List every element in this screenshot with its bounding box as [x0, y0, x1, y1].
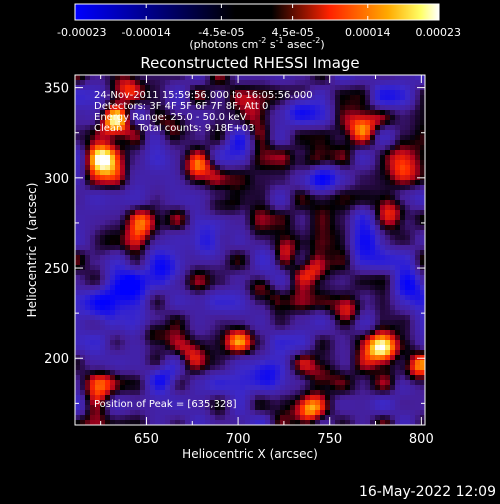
heatmap-image [75, 75, 425, 425]
x-axis-label: Heliocentric X (arcsec) [182, 447, 318, 461]
colorbar-ticks: -0.00023 -0.00014 -4.5e-05 4.5e-05 0.00014 0.… [57, 4, 461, 39]
y-tick-label: 250 [44, 262, 69, 277]
colorbar-gradient [75, 4, 439, 20]
peak-position-text: Position of Peak = [635,328] [94, 399, 237, 410]
x-tick-label: 650 [134, 432, 159, 447]
energy-range-text: Energy Range: 25.0 - 50.0 keV [94, 112, 247, 123]
x-tick-label: 800 [409, 432, 434, 447]
colorbar-tick-label: -4.5e-05 [198, 26, 244, 39]
info-annotations: 24-Nov-2011 15:59:56.000 to 16:05:56.000… [94, 90, 313, 410]
colorbar-tick-label: 4.5e-05 [271, 26, 313, 39]
y-tick-label: 300 [44, 172, 69, 187]
colorbar-frame [74, 3, 440, 21]
timestamp: 16-May-2022 12:09 [359, 484, 496, 500]
colorbar-units-label: (photons cm-2 s-1 asec-2) [189, 36, 324, 51]
detectors-text: Detectors: 3F 4F 5F 6F 7F 8F, Att 0 [94, 101, 268, 112]
clean-counts-text: Clean Total counts: 9.18E+03 [94, 123, 254, 134]
y-tick-label: 350 [44, 82, 69, 97]
colorbar-tick-label: -0.00023 [57, 26, 106, 39]
x-tick-label: 750 [317, 432, 342, 447]
colorbar-tick-label: 0.00023 [416, 26, 462, 39]
axis-ticks: 650 700 750 800 200 250 300 350 [44, 75, 434, 447]
colorbar: -0.00023 -0.00014 -4.5e-05 4.5e-05 0.00014 0.… [57, 3, 461, 51]
colorbar-tick-label: -0.00014 [121, 26, 170, 39]
y-tick-label: 200 [44, 352, 69, 367]
y-axis-label: Heliocentric Y (arcsec) [25, 183, 39, 318]
plot-frame [74, 74, 426, 426]
x-tick-label: 700 [226, 432, 251, 447]
chart-title: Reconstructed RHESSI Image [140, 54, 359, 72]
colorbar-tick-label: 0.00014 [345, 26, 391, 39]
time-range-text: 24-Nov-2011 15:59:56.000 to 16:05:56.000 [94, 90, 313, 101]
